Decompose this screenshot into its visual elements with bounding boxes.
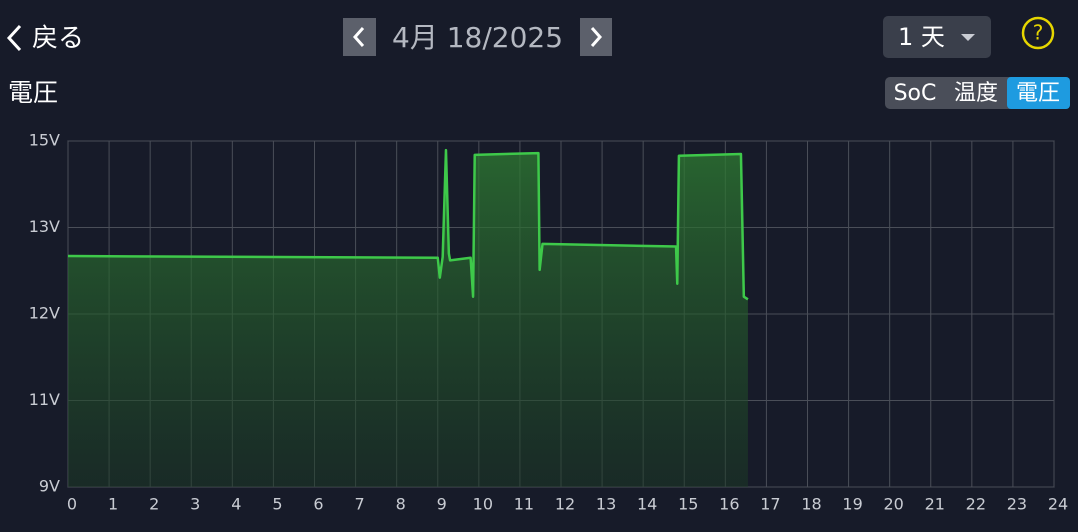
x-tick-label: 4 bbox=[231, 495, 241, 514]
x-tick-label: 2 bbox=[149, 495, 159, 514]
x-tick-label: 14 bbox=[637, 495, 657, 514]
prev-icon bbox=[352, 27, 365, 47]
next-button bbox=[580, 18, 612, 56]
y-tick-label: 9V bbox=[39, 477, 60, 496]
back-icon bbox=[6, 24, 22, 52]
next-day[interactable] bbox=[580, 18, 612, 56]
x-tick-label: 17 bbox=[760, 495, 780, 514]
line bbox=[67, 148, 749, 301]
x-tick-label: 24 bbox=[1048, 495, 1068, 514]
x-tick-label: 11 bbox=[514, 495, 534, 514]
y-tick-label: 12V bbox=[29, 304, 60, 323]
prev-day[interactable] bbox=[343, 18, 376, 56]
tab[interactable]: 温度 bbox=[954, 81, 998, 106]
x-tick-label: 6 bbox=[313, 495, 323, 514]
back-button[interactable]: 戻る bbox=[6, 24, 84, 54]
dropdown-arrow bbox=[961, 34, 975, 41]
x-tick-label: 20 bbox=[883, 495, 903, 514]
help-circle bbox=[1021, 16, 1055, 50]
x-tick-label: 9 bbox=[437, 495, 447, 514]
x-tick-label: 22 bbox=[966, 495, 986, 514]
tab[interactable]: SoC bbox=[894, 81, 937, 106]
x-tick-label: 18 bbox=[801, 495, 821, 514]
back-label: 戻る bbox=[32, 24, 84, 54]
dropdown-box bbox=[883, 16, 991, 58]
tab-active-bg bbox=[1007, 77, 1070, 109]
help[interactable]: ? bbox=[1021, 16, 1055, 50]
x-tick-label: 8 bbox=[396, 495, 406, 514]
next-icon bbox=[590, 27, 603, 47]
range-dropdown[interactable]: 1 天 bbox=[883, 16, 991, 58]
x-tick-label: 15 bbox=[678, 495, 698, 514]
tab-active[interactable]: 電圧 bbox=[1016, 81, 1060, 106]
area bbox=[68, 150, 748, 487]
x-tick-label: 0 bbox=[67, 495, 77, 514]
y-tick-label: 13V bbox=[29, 217, 60, 236]
chart-title: 電圧 bbox=[8, 78, 58, 107]
date: 4月 18/2025 bbox=[392, 21, 563, 54]
x-tick-label: 10 bbox=[473, 495, 493, 514]
x-tick-label: 3 bbox=[190, 495, 200, 514]
x-tick-label: 1 bbox=[108, 495, 118, 514]
x-tick-label: 23 bbox=[1007, 495, 1027, 514]
prev-button bbox=[343, 18, 376, 56]
x-tick-label: 5 bbox=[272, 495, 282, 514]
y-tick-label: 15V bbox=[29, 131, 60, 150]
range-label: 1 天 bbox=[898, 23, 945, 51]
x-tick-label: 12 bbox=[555, 495, 575, 514]
x-tick-label: 19 bbox=[842, 495, 862, 514]
y-tick-label: 11V bbox=[29, 390, 60, 409]
x-tick-label: 21 bbox=[925, 495, 945, 514]
x-tick-label: 7 bbox=[354, 495, 364, 514]
x-tick-label: 16 bbox=[719, 495, 739, 514]
x-tick-label: 13 bbox=[596, 495, 616, 514]
help-label: ? bbox=[1033, 21, 1044, 45]
